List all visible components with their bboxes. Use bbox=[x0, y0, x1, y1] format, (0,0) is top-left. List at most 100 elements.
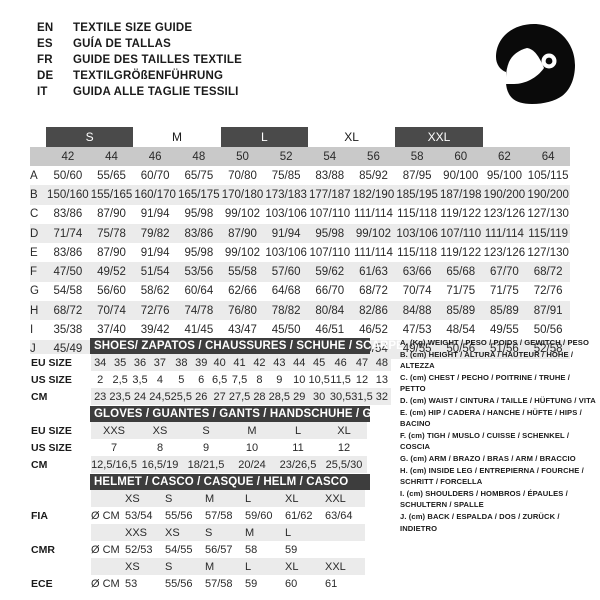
size-cell: 47 bbox=[351, 354, 373, 371]
measurement-cell: 127/130 bbox=[526, 243, 570, 263]
size-cell: 12,5/16,5 bbox=[91, 456, 137, 473]
title-language-code: FR bbox=[37, 54, 53, 66]
helmet-value-cell: 58 bbox=[245, 541, 285, 558]
measurement-cell: 71/75 bbox=[438, 281, 483, 302]
measurement-cell: 57/60 bbox=[264, 262, 308, 282]
helmet-section: HELMET / CASCO / CASQUE / HELM / CASCO X… bbox=[30, 474, 370, 592]
measurement-cell: 59/62 bbox=[307, 262, 352, 282]
measurement-cell: 68/72 bbox=[351, 281, 396, 302]
size-cell: 10,5 bbox=[308, 371, 330, 388]
row-label: EU SIZE bbox=[30, 354, 91, 371]
measurement-cell: 51/56 bbox=[482, 339, 527, 359]
gloves-section: GLOVES / GUANTES / GANTS / HANDSCHUHE / … bbox=[30, 406, 407, 473]
size-cell: 37 bbox=[149, 354, 171, 371]
size-cell: 48 bbox=[372, 354, 392, 371]
measurement-cell: 91/94 bbox=[133, 204, 177, 224]
size-cell: 38 bbox=[170, 354, 193, 371]
measurement-cell: 51/54 bbox=[133, 262, 177, 282]
table-row: C 83/86 87/90 91/94 95/98 99/102 103/106 107/11… bbox=[30, 204, 570, 224]
size-cell: 9 bbox=[183, 439, 229, 456]
size-cell: 28 bbox=[250, 388, 269, 405]
measurement-cell: 67/70 bbox=[482, 262, 527, 282]
measurement-cell: 103/106 bbox=[395, 223, 439, 244]
measurement-cell: 95/98 bbox=[177, 204, 221, 224]
measurement-cell: 83/86 bbox=[46, 243, 90, 263]
measurement-cell: 46/51 bbox=[307, 320, 352, 340]
measurement-cell: 107/110 bbox=[307, 243, 352, 263]
size-band-spacer bbox=[30, 127, 47, 147]
size-cell: 23,5 bbox=[109, 388, 131, 405]
measurement-cell: 56/60 bbox=[89, 281, 134, 302]
measurement-cell: 47/50 bbox=[46, 262, 90, 282]
size-cell: 6 bbox=[192, 371, 211, 388]
size-cell: 43 bbox=[268, 354, 291, 371]
legend-item: D. (cm) WAIST / CINTURA / TAILLE / HÜFTU… bbox=[400, 395, 596, 405]
legend-item: B. (cm) HEIGHT / ALTURA / HAUTEUR / HÖHE… bbox=[400, 349, 574, 371]
helmet-unit: Ø CM bbox=[91, 507, 125, 524]
shoes-section: SHOES/ ZAPATOS / CHAUSSURES / SCHUHE / S… bbox=[30, 338, 404, 405]
size-cell: 23/26,5 bbox=[275, 456, 321, 473]
size-cell: 35 bbox=[109, 354, 131, 371]
table-row: CM 23 23,5 24 24,5 25,5 26 27 27,5 28 28,5 29 30 30,5… bbox=[30, 388, 392, 405]
helmet-unit-spacer bbox=[91, 558, 125, 575]
measurement-cell: 115/119 bbox=[526, 223, 570, 244]
measurement-cell: 50/60 bbox=[46, 166, 90, 186]
measurement-cell: 68/72 bbox=[46, 301, 90, 321]
legend-item: H. (cm) INSIDE LEG / ENTREPIERNA / FOURC… bbox=[400, 465, 584, 475]
size-cell: 28,5 bbox=[268, 388, 291, 405]
helmet-value-cell: 54/55 bbox=[165, 541, 205, 558]
row-label: EU SIZE bbox=[30, 422, 91, 439]
size-cell: 11,5 bbox=[329, 371, 352, 388]
measurement-cell: 70/80 bbox=[220, 166, 265, 186]
legend-item: SCHULTERN / SPALLE bbox=[400, 500, 484, 510]
size-band-spacer bbox=[482, 127, 527, 147]
size-cell: XXS bbox=[91, 422, 137, 439]
size-number: 46 bbox=[133, 147, 177, 166]
measurement-cell: 103/106 bbox=[264, 204, 308, 224]
size-band-s: S bbox=[46, 127, 134, 147]
helmet-size-label: XS bbox=[125, 558, 165, 575]
title-language-code: DE bbox=[37, 70, 54, 82]
measurement-cell: 83/86 bbox=[46, 204, 90, 224]
title-line: FR GUIDE DES TAILLES TEXTILE bbox=[37, 54, 242, 70]
measurement-cell: 99/102 bbox=[351, 223, 396, 244]
helmet-row-spacer bbox=[30, 524, 91, 541]
row-label: CM bbox=[30, 456, 91, 473]
measurement-cell: 70/74 bbox=[89, 301, 134, 321]
size-number: 58 bbox=[395, 147, 439, 166]
table-row: A 50/60 55/65 60/70 65/75 70/80 75/85 83/88 85/9… bbox=[30, 166, 570, 186]
helmet-unit: Ø CM bbox=[91, 575, 125, 592]
helmet-size-label: XS bbox=[165, 524, 205, 541]
size-cell: 6,5 bbox=[210, 371, 229, 388]
title-text: GUIDE DES TAILLES TEXTILE bbox=[73, 54, 242, 66]
size-cell: 10 bbox=[229, 439, 275, 456]
measurement-cell: 60/70 bbox=[133, 166, 177, 186]
measurement-row-label: I bbox=[30, 320, 47, 340]
racing-helmet-icon bbox=[487, 22, 579, 115]
helmet-size-label: XL bbox=[285, 490, 325, 507]
shoes-title: SHOES/ ZAPATOS / CHAUSSURES / SCHUHE / S… bbox=[90, 338, 404, 354]
measurement-cell: 87/91 bbox=[526, 301, 570, 321]
size-cell: 8 bbox=[137, 439, 183, 456]
size-cell: 30 bbox=[308, 388, 330, 405]
measurement-cell: 70/74 bbox=[395, 281, 439, 302]
measurement-cell: 115/118 bbox=[395, 243, 439, 263]
measurement-cell: 87/90 bbox=[89, 204, 134, 224]
measurement-cell: 75/85 bbox=[264, 166, 308, 186]
helmet-size-label: XXL bbox=[325, 490, 365, 507]
measurement-cell: 150/160 bbox=[46, 185, 90, 205]
measurement-cell: 90/100 bbox=[438, 166, 483, 186]
size-cell: 13 bbox=[372, 371, 392, 388]
measurement-row-label: F bbox=[30, 262, 47, 282]
size-cell: 24 bbox=[130, 388, 150, 405]
size-cell: XS bbox=[137, 422, 183, 439]
size-band-row: S M L XL XXL bbox=[30, 127, 570, 147]
measurement-cell: 119/122 bbox=[438, 243, 483, 263]
measurement-cell: 45/50 bbox=[264, 320, 308, 340]
helmet-value-cell: 52/53 bbox=[125, 541, 165, 558]
measurement-cell: 62/66 bbox=[220, 281, 265, 302]
size-cell: 27,5 bbox=[228, 388, 251, 405]
measurement-cell: 83/88 bbox=[307, 166, 352, 186]
title-line: ES GUÍA DE TALLAS bbox=[37, 38, 242, 54]
measurement-cell: 64/68 bbox=[264, 281, 308, 302]
